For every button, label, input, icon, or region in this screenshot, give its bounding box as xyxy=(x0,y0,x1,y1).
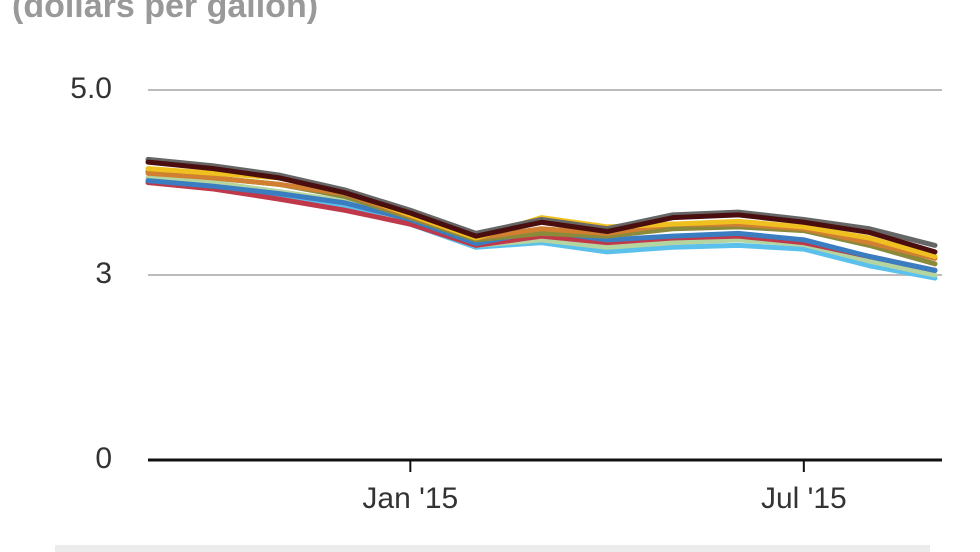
chart-subtitle: (dollars per gallon) xyxy=(12,0,318,25)
y-tick-label: 3 xyxy=(95,257,112,290)
footer-box xyxy=(55,545,930,552)
x-tick-label: Jan '15 xyxy=(362,482,458,515)
series-line xyxy=(145,180,938,281)
y-tick-label: 5.0 xyxy=(70,72,112,105)
series-line xyxy=(145,156,938,248)
x-tick-label: Jul '15 xyxy=(761,482,847,515)
series-line xyxy=(145,180,938,273)
series-line xyxy=(145,159,938,255)
y-tick-label: 0 xyxy=(95,442,112,475)
